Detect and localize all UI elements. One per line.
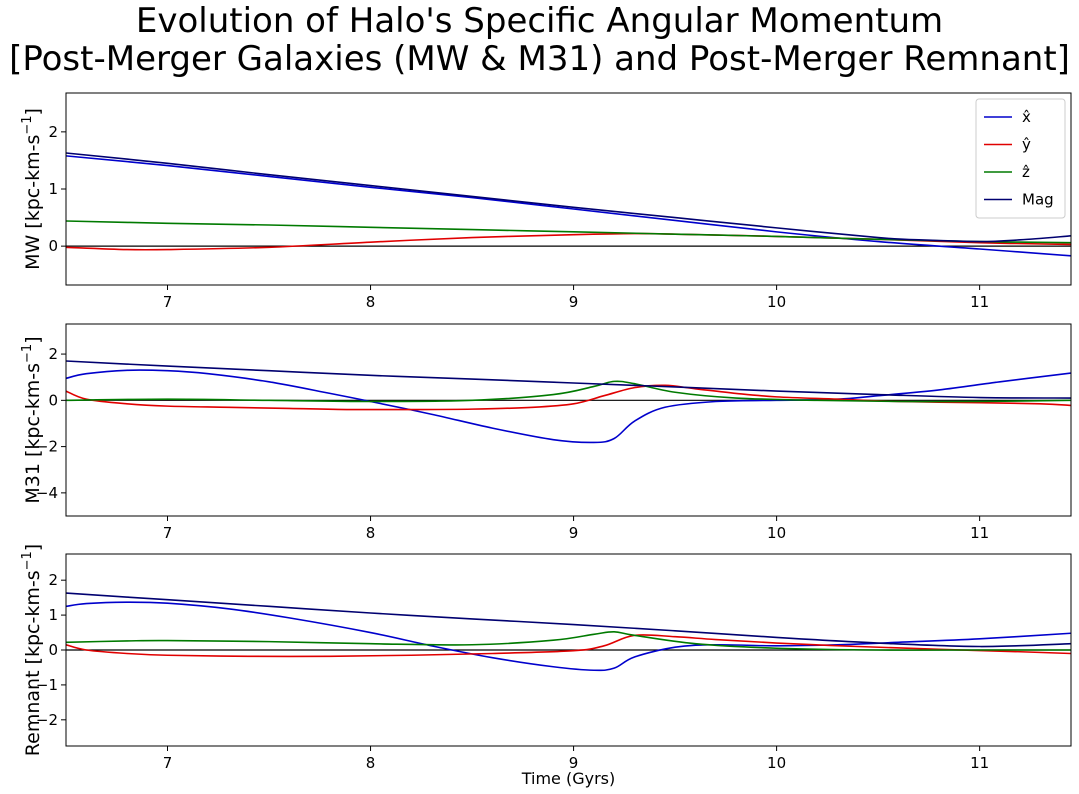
x-tick-label: 11 <box>970 754 989 772</box>
y-tick-label: −2 <box>36 711 58 729</box>
y-tick-label: 0 <box>48 641 58 659</box>
series-line-2 <box>66 634 1071 658</box>
x-tick-label: 7 <box>163 293 173 311</box>
series-line-4 <box>66 360 1071 399</box>
x-tick-label: 9 <box>569 293 579 311</box>
x-tick-label: 8 <box>366 524 376 542</box>
x-tick-label: 7 <box>163 524 173 542</box>
y-tick-label: −4 <box>36 484 58 502</box>
series-line-2 <box>66 232 1071 251</box>
y-axis-label: Remnant [kpc-km-s−1] <box>20 544 44 756</box>
y-tick-label: 2 <box>48 123 58 141</box>
chart-title-line2: [Post-Merger Galaxies (MW & M31) and Pos… <box>9 39 1070 79</box>
series-line-2 <box>66 384 1071 411</box>
plot-frame <box>65 92 1072 286</box>
y-tick-label: −1 <box>36 676 58 694</box>
y-tick-label: 0 <box>48 237 58 255</box>
legend-label: x̂ <box>1022 108 1031 126</box>
legend-label: ẑ <box>1022 163 1030 181</box>
y-tick-label: −2 <box>36 438 58 456</box>
series-line-1 <box>66 369 1071 444</box>
y-tick-label: 1 <box>48 180 58 198</box>
x-tick-label: 8 <box>366 754 376 772</box>
x-tick-label: 10 <box>767 293 786 311</box>
legend-box <box>975 98 1066 219</box>
panel-1: 7 8 9 10 11 0 1 2MW [kpc-km-s−1] x̂ ŷẑ Mag <box>20 92 1072 311</box>
legend-label: Mag <box>1022 191 1054 209</box>
series-line-4 <box>66 592 1071 648</box>
x-tick-label: 11 <box>970 293 989 311</box>
series-line-1 <box>66 601 1071 672</box>
x-tick-label: 9 <box>569 754 579 772</box>
x-tick-label: 11 <box>970 524 989 542</box>
y-axis-label: MW [kpc-km-s−1] <box>20 108 44 270</box>
series-line-3 <box>66 380 1071 403</box>
y-tick-label: 2 <box>48 571 58 589</box>
x-tick-label: 10 <box>767 754 786 772</box>
legend-label: ŷ <box>1022 136 1031 154</box>
y-tick-label: 2 <box>48 345 58 363</box>
y-tick-label: 0 <box>48 391 58 409</box>
x-tick-label: 8 <box>366 293 376 311</box>
x-tick-label: 9 <box>569 524 579 542</box>
chart-title-line1: Evolution of Halo's Specific Angular Mom… <box>135 1 944 41</box>
series-line-3 <box>66 631 1071 651</box>
y-tick-label: 1 <box>48 606 58 624</box>
legend: x̂ ŷẑ Mag <box>975 98 1066 219</box>
x-axis-label: Time (Gyrs) <box>521 769 616 788</box>
y-axis-label: M31 [kpc-km-s−1] <box>20 336 44 503</box>
x-tick-label: 10 <box>767 524 786 542</box>
series-line-1 <box>66 155 1071 257</box>
series-line-4 <box>66 152 1071 243</box>
x-tick-label: 7 <box>163 754 173 772</box>
plot-frame <box>65 323 1072 517</box>
